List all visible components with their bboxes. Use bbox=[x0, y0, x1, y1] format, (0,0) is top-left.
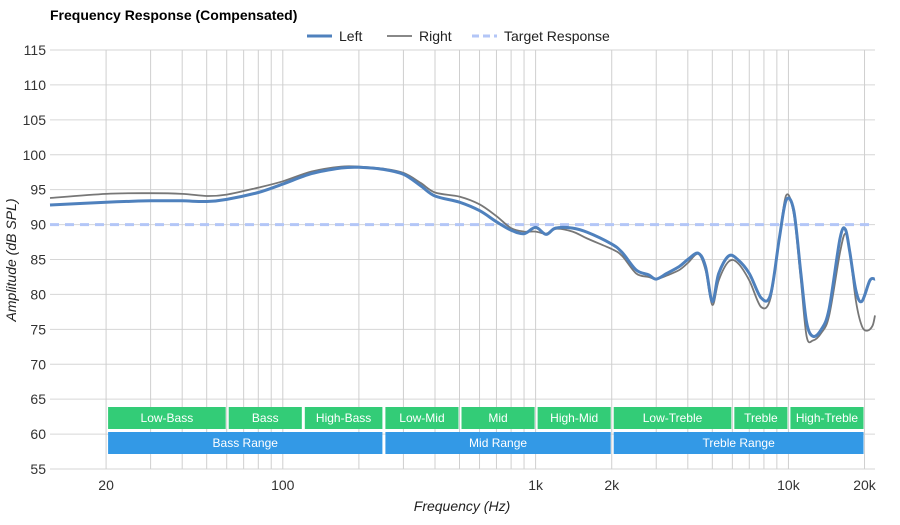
band-label-mid-range: Mid Range bbox=[469, 436, 527, 450]
y-tick-label-65: 65 bbox=[30, 391, 46, 407]
x-axis-label: Frequency (Hz) bbox=[414, 498, 510, 514]
x-tick-label-2k: 2k bbox=[604, 477, 620, 493]
band-label-bass-range: Bass Range bbox=[213, 436, 279, 450]
band-high-treble bbox=[790, 407, 864, 429]
y-tick-label-75: 75 bbox=[30, 321, 46, 337]
y-tick-label-105: 105 bbox=[23, 112, 47, 128]
band-bass bbox=[228, 407, 302, 429]
y-tick-label-100: 100 bbox=[23, 147, 47, 163]
band-mid-range bbox=[385, 432, 611, 454]
legend-label-target-response: Target Response bbox=[504, 28, 610, 44]
band-label-low-bass: Low-Bass bbox=[141, 411, 194, 425]
band-label-high-treble: High-Treble bbox=[796, 411, 859, 425]
y-tick-label-70: 70 bbox=[30, 356, 46, 372]
y-tick-label-90: 90 bbox=[30, 217, 46, 233]
band-high-mid bbox=[537, 407, 611, 429]
band-label-treble-range: Treble Range bbox=[702, 436, 775, 450]
grid bbox=[50, 49, 875, 470]
x-tick-label-20k: 20k bbox=[853, 477, 877, 493]
band-label-high-bass: High-Bass bbox=[316, 411, 371, 425]
series-line-right bbox=[49, 165, 876, 344]
x-tick-label-100: 100 bbox=[271, 477, 295, 493]
legend: Left Right Target Response bbox=[307, 28, 610, 44]
band-mid bbox=[461, 407, 535, 429]
legend-label-right: Right bbox=[419, 28, 452, 44]
band-label-mid: Mid bbox=[488, 411, 507, 425]
y-axis-label: Amplitude (dB SPL) bbox=[3, 199, 19, 323]
band-high-bass bbox=[304, 407, 383, 429]
y-tick-label-85: 85 bbox=[30, 252, 46, 268]
band-label-treble: Treble bbox=[744, 411, 778, 425]
series-line-left bbox=[49, 165, 876, 339]
y-tick-label-110: 110 bbox=[24, 77, 47, 93]
band-bass-range bbox=[108, 432, 383, 454]
y-tick-label-95: 95 bbox=[30, 182, 46, 198]
band-low-mid bbox=[385, 407, 459, 429]
band-label-high-mid: High-Mid bbox=[550, 411, 598, 425]
y-tick-label-55: 55 bbox=[30, 461, 46, 477]
x-tick-label-20: 20 bbox=[98, 477, 114, 493]
x-tick-label-1k: 1k bbox=[528, 477, 544, 493]
legend-label-left: Left bbox=[339, 28, 362, 44]
chart-title: Frequency Response (Compensated) bbox=[50, 7, 297, 23]
x-tick-label-10k: 10k bbox=[777, 477, 801, 493]
band-label-bass: Bass bbox=[252, 411, 279, 425]
band-label-low-mid: Low-Mid bbox=[399, 411, 444, 425]
band-treble-range bbox=[613, 432, 864, 454]
y-tick-label-80: 80 bbox=[30, 286, 46, 302]
frequency-bands: Low-Bass Bass High-Bass Low-Mid Mid High-Mid L… bbox=[108, 407, 864, 454]
axis-ticks: 55 60 65 70 75 80 85 90 95 100 105 110 115 20 100 1k 2k 1… bbox=[23, 42, 877, 493]
band-low-bass bbox=[108, 407, 226, 429]
y-tick-label-115: 115 bbox=[24, 42, 47, 58]
y-tick-label-60: 60 bbox=[30, 426, 46, 442]
band-low-treble bbox=[613, 407, 732, 429]
series-lines bbox=[49, 165, 876, 344]
band-treble bbox=[734, 407, 788, 429]
band-label-low-treble: Low-Treble bbox=[643, 411, 703, 425]
